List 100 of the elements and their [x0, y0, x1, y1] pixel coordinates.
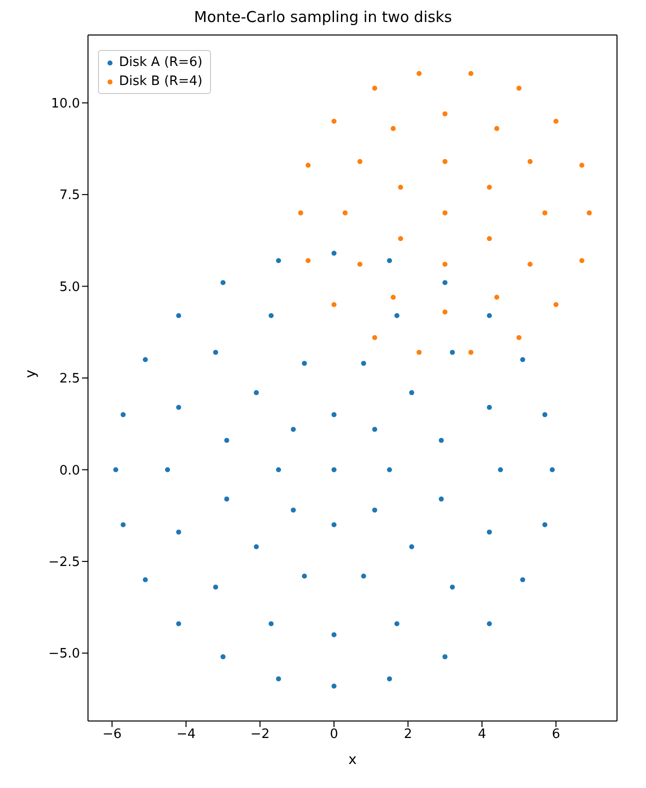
point [120, 522, 126, 528]
point [394, 621, 400, 626]
point [409, 544, 414, 550]
point [386, 258, 392, 264]
point [268, 313, 274, 318]
point [306, 258, 311, 264]
point [372, 86, 378, 91]
point [176, 313, 182, 318]
point [213, 584, 218, 590]
point [332, 118, 337, 124]
point [553, 118, 558, 124]
point [586, 210, 592, 216]
point [332, 302, 337, 308]
point [486, 530, 492, 535]
point [176, 530, 182, 535]
point [372, 508, 378, 513]
point [486, 404, 492, 410]
point [298, 210, 304, 216]
point [254, 544, 259, 550]
x-tick-label: −2 [250, 727, 270, 742]
point [398, 184, 404, 190]
point [306, 162, 311, 168]
x-tick-label: −6 [102, 727, 122, 742]
point [332, 522, 337, 528]
point [372, 426, 378, 432]
point [579, 162, 584, 168]
point [142, 357, 148, 362]
x-tick-label: 6 [552, 727, 560, 742]
point [542, 412, 548, 418]
point [361, 360, 366, 366]
y-tick-label: 5.0 [59, 280, 80, 295]
y-tick-label: 10.0 [51, 96, 80, 112]
point [357, 262, 362, 267]
point [520, 357, 526, 362]
point [276, 467, 282, 472]
point [450, 350, 455, 355]
point [486, 236, 492, 242]
point [579, 258, 584, 264]
y-tick-label: −5.0 [48, 646, 80, 662]
point [516, 335, 522, 340]
point [394, 313, 400, 318]
y-axis-title: y [22, 370, 39, 378]
point [486, 313, 492, 318]
point [438, 438, 444, 443]
legend-label: Disk B (R=4) [119, 73, 202, 91]
x-tick-label: 4 [478, 727, 486, 742]
point [442, 159, 448, 164]
y-tick-label: 0.0 [59, 463, 80, 478]
point [332, 632, 337, 638]
point [332, 684, 337, 689]
point [224, 496, 230, 502]
y-tick-label: 7.5 [59, 188, 80, 204]
point [390, 294, 396, 300]
point [332, 250, 337, 256]
point [120, 412, 126, 418]
point [438, 496, 444, 502]
point [361, 574, 366, 579]
y-tick-label: 2.5 [59, 372, 80, 387]
point [386, 676, 392, 682]
point [290, 508, 296, 513]
point [302, 574, 307, 579]
point [442, 309, 448, 314]
point [520, 577, 526, 582]
point [290, 426, 296, 432]
point [220, 280, 226, 286]
point [113, 467, 118, 472]
point [268, 621, 274, 626]
point [498, 467, 503, 472]
point [442, 654, 448, 660]
point [276, 676, 282, 682]
point [409, 390, 414, 396]
point [442, 210, 448, 216]
point [442, 280, 448, 286]
point [442, 111, 448, 116]
point [468, 350, 474, 355]
point [213, 350, 218, 355]
point [390, 126, 396, 132]
x-tick-label: 0 [330, 727, 338, 742]
point [372, 335, 378, 340]
x-tick-label: 2 [404, 727, 412, 742]
point [165, 467, 170, 472]
point [276, 258, 282, 264]
point [494, 294, 500, 300]
point [254, 390, 259, 396]
chart-title: Monte-Carlo sampling in two disks [193, 8, 453, 26]
x-tick-label: −4 [176, 727, 196, 742]
point [220, 654, 226, 660]
point [542, 522, 548, 528]
point [386, 467, 392, 472]
point [550, 467, 555, 472]
point [542, 210, 548, 216]
point [486, 621, 492, 626]
y-tick-label: −2.5 [48, 555, 80, 570]
point [332, 412, 337, 418]
point [516, 86, 522, 91]
point [553, 302, 558, 308]
point [486, 184, 492, 190]
x-axis-title: x [348, 752, 357, 768]
point [142, 577, 148, 582]
point [416, 350, 422, 355]
